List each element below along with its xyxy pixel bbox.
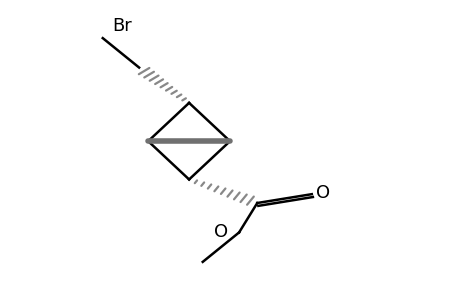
Text: Br: Br: [112, 17, 131, 35]
Text: O: O: [213, 224, 227, 242]
Text: O: O: [316, 184, 330, 202]
